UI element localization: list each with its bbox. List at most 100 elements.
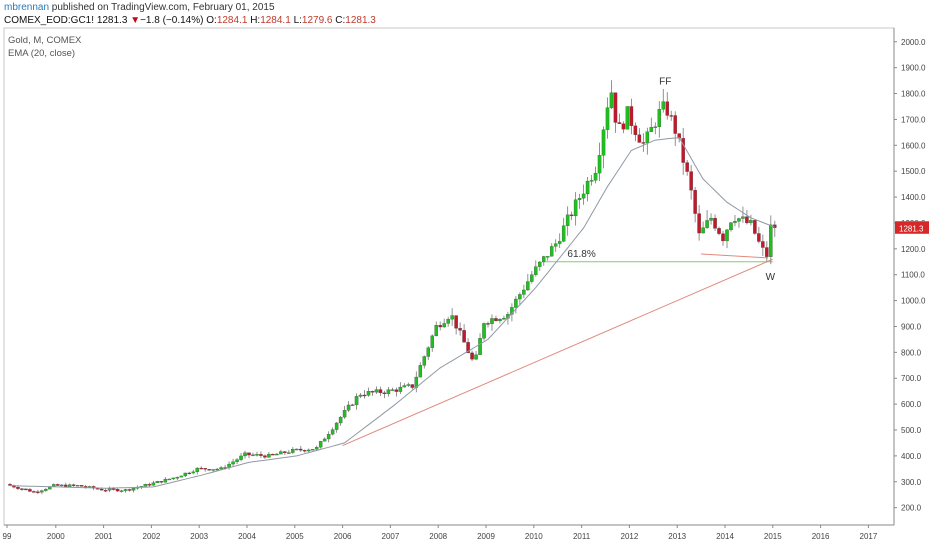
candle bbox=[450, 308, 454, 326]
candle-body bbox=[64, 484, 68, 487]
candle-body bbox=[685, 162, 689, 172]
candle bbox=[502, 315, 506, 320]
candle-body bbox=[251, 454, 255, 456]
candle bbox=[577, 193, 582, 209]
candle-body bbox=[605, 107, 610, 130]
candle bbox=[243, 450, 247, 459]
x-tick-label: 2008 bbox=[429, 532, 447, 541]
candle bbox=[661, 89, 666, 113]
candle-body bbox=[119, 490, 124, 492]
candle bbox=[287, 450, 291, 454]
candle-body bbox=[446, 319, 450, 324]
candle bbox=[103, 488, 108, 493]
ohlc-line: COMEX_EOD:GC1! 1281.3 ▼−1.8 (−0.14%) O:1… bbox=[4, 15, 376, 26]
x-axis-ticks: 99 2000 2001 2002 2003 2004 2005 2006 2007 2008 20… bbox=[3, 525, 878, 541]
candle bbox=[585, 176, 590, 202]
candle bbox=[645, 127, 650, 155]
last-price-badge: 1281.3 bbox=[899, 224, 924, 233]
candle-body bbox=[370, 391, 375, 393]
candle bbox=[418, 362, 423, 378]
price-badges: 1283.71281.3 bbox=[895, 221, 929, 234]
candle-body bbox=[458, 328, 462, 331]
candle bbox=[617, 113, 622, 124]
open-value: 1284.1 bbox=[216, 15, 248, 26]
candle-body bbox=[653, 126, 658, 128]
candle bbox=[40, 489, 44, 495]
candle-body bbox=[143, 484, 148, 487]
candle bbox=[167, 478, 172, 481]
candle-body bbox=[733, 221, 737, 223]
candle-body bbox=[406, 384, 411, 386]
candle bbox=[705, 209, 709, 229]
candle-body bbox=[259, 454, 263, 456]
candle bbox=[247, 452, 251, 459]
candle bbox=[733, 214, 737, 227]
candle-body bbox=[318, 441, 323, 448]
candle bbox=[717, 226, 721, 236]
candle bbox=[163, 477, 168, 483]
y-tick-label: 1200.0 bbox=[901, 245, 926, 254]
candle bbox=[721, 230, 725, 246]
candle-body bbox=[577, 197, 582, 200]
candle bbox=[601, 126, 606, 169]
candle bbox=[263, 454, 267, 459]
candle-body bbox=[565, 214, 570, 226]
candle-body bbox=[729, 222, 733, 231]
candle bbox=[358, 393, 363, 399]
candle bbox=[374, 386, 379, 394]
x-tick-label: 2000 bbox=[47, 532, 65, 541]
last-price: 1281.3 bbox=[96, 15, 128, 26]
candle-body bbox=[490, 318, 494, 324]
candle bbox=[458, 322, 462, 336]
candle bbox=[689, 165, 693, 200]
candle bbox=[155, 480, 160, 483]
candle-body bbox=[701, 227, 705, 234]
candle bbox=[131, 488, 136, 493]
candle bbox=[613, 92, 618, 133]
price-change: −1.8 (−0.14%) bbox=[140, 15, 204, 26]
candle-body bbox=[769, 224, 773, 257]
candle bbox=[657, 101, 662, 138]
candle-body bbox=[641, 142, 646, 144]
candle-body bbox=[334, 422, 339, 430]
candle-body bbox=[426, 347, 430, 357]
candle-body bbox=[422, 356, 427, 366]
candle-body bbox=[697, 213, 701, 234]
candle bbox=[32, 490, 36, 493]
candle-body bbox=[478, 338, 482, 355]
candle bbox=[44, 488, 48, 492]
candle bbox=[310, 449, 315, 451]
candle-body bbox=[171, 477, 176, 480]
candle-body bbox=[287, 452, 291, 454]
candle-body bbox=[243, 452, 247, 457]
candle-body bbox=[342, 410, 347, 418]
candle-body bbox=[295, 448, 299, 451]
candle-body bbox=[717, 228, 721, 234]
candle-body bbox=[314, 447, 319, 450]
candle-body bbox=[573, 199, 578, 217]
candle-body bbox=[462, 330, 466, 343]
candle bbox=[346, 401, 351, 413]
candle bbox=[498, 318, 502, 324]
author-link[interactable]: mbrennan bbox=[4, 2, 50, 13]
x-tick-label: 2016 bbox=[812, 532, 830, 541]
candle-body bbox=[390, 389, 395, 391]
candle bbox=[119, 489, 124, 493]
y-tick-label: 1100.0 bbox=[901, 271, 925, 280]
candle-body bbox=[275, 453, 279, 456]
candle-body bbox=[131, 488, 136, 491]
candle bbox=[267, 451, 271, 458]
candle bbox=[275, 453, 279, 456]
candle bbox=[629, 98, 634, 135]
candle-body bbox=[518, 294, 522, 300]
candle bbox=[546, 256, 550, 261]
candle bbox=[295, 448, 299, 451]
candle bbox=[765, 241, 769, 263]
candle bbox=[394, 387, 399, 397]
y-tick-label: 1500.0 bbox=[901, 167, 926, 176]
candle bbox=[60, 484, 64, 487]
candle bbox=[534, 260, 538, 277]
candle-body bbox=[195, 467, 199, 473]
y-tick-label: 400.0 bbox=[901, 452, 922, 461]
